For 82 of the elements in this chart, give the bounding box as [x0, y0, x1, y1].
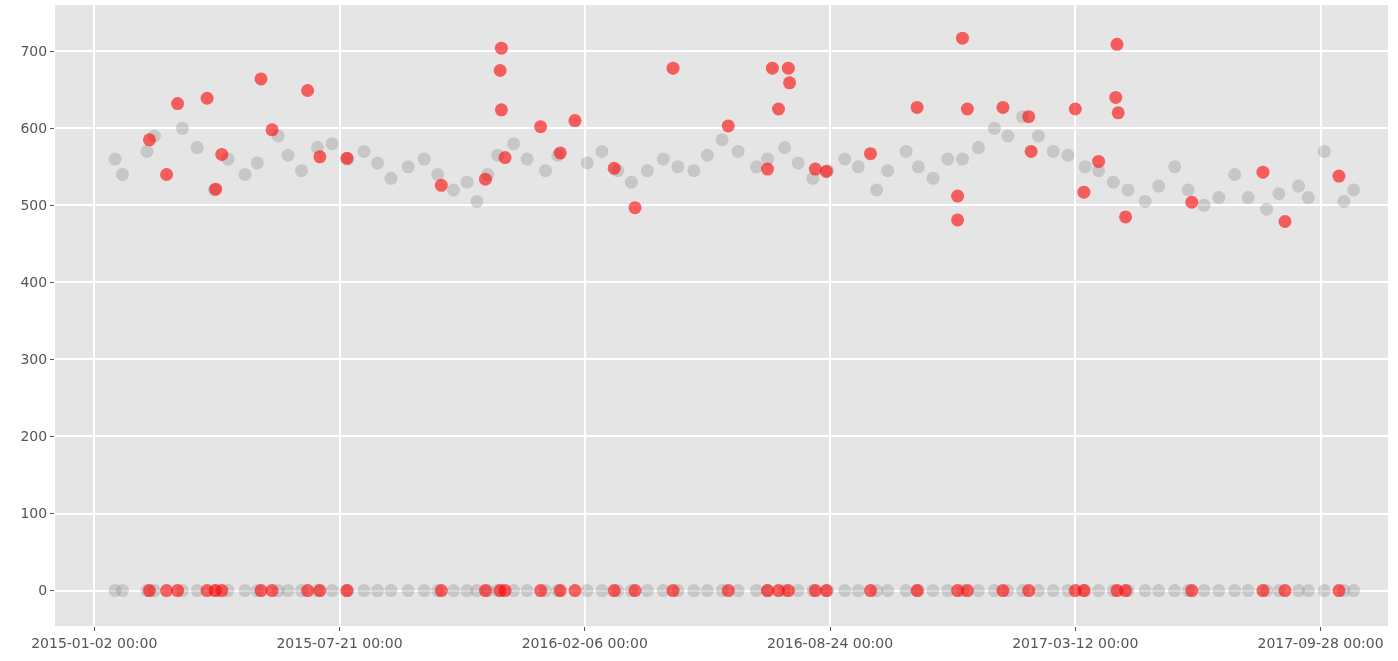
- point: [960, 584, 974, 598]
- point: [142, 133, 156, 147]
- point: [1022, 584, 1036, 598]
- x-tick-label: 2015-01-02 00:00: [31, 634, 158, 651]
- point: [1068, 102, 1082, 116]
- point: [1111, 106, 1125, 120]
- point: [1278, 215, 1292, 228]
- point: [765, 61, 779, 75]
- point: [494, 103, 508, 117]
- point: [1185, 195, 1199, 209]
- point: [265, 123, 279, 137]
- point: [568, 114, 582, 128]
- point: [864, 584, 877, 598]
- point: [864, 147, 877, 161]
- point: [721, 119, 735, 133]
- point: [960, 102, 974, 116]
- point: [498, 584, 512, 598]
- point: [1256, 165, 1270, 179]
- point: [996, 584, 1010, 598]
- y-tick-label: 700: [20, 43, 48, 60]
- point: [721, 584, 735, 598]
- point: [1332, 169, 1346, 183]
- point: [534, 584, 548, 598]
- point: [1092, 154, 1106, 168]
- point: [1256, 584, 1270, 598]
- point: [534, 120, 548, 134]
- y-tick-label: 200: [20, 428, 48, 445]
- point: [171, 97, 185, 111]
- point: [783, 76, 797, 90]
- point: [607, 161, 621, 175]
- x-tick-label: 2016-08-24 00:00: [766, 634, 894, 651]
- point: [951, 189, 965, 203]
- point: [215, 584, 229, 598]
- point: [254, 72, 268, 86]
- point: [1332, 584, 1346, 598]
- point: [1185, 584, 1199, 598]
- point: [781, 61, 795, 75]
- y-tick-label: 600: [20, 120, 48, 137]
- point: [498, 151, 512, 165]
- point: [772, 102, 786, 116]
- point: [1109, 90, 1123, 104]
- point: [1278, 584, 1292, 598]
- point: [313, 150, 327, 164]
- x-tick-label: 2017-09-28 00:00: [1257, 634, 1384, 651]
- point: [434, 178, 448, 192]
- x-tick-label: 2016-02-06 00:00: [521, 634, 648, 651]
- point: [628, 584, 642, 598]
- point: [1110, 37, 1124, 51]
- point: [568, 584, 582, 598]
- point: [910, 100, 924, 114]
- y-tick-label: 500: [20, 197, 48, 214]
- point: [666, 61, 680, 75]
- point: [265, 584, 279, 598]
- point: [628, 201, 642, 215]
- point: [1077, 185, 1091, 199]
- point: [996, 100, 1010, 114]
- point: [301, 84, 315, 98]
- point: [607, 584, 621, 598]
- point: [215, 147, 229, 161]
- point: [493, 63, 507, 77]
- x-tick-label: 2015-07-21 00:00: [276, 634, 403, 651]
- point: [1022, 110, 1036, 124]
- point: [494, 41, 508, 55]
- point: [254, 584, 268, 598]
- point: [301, 584, 315, 598]
- y-tick-label: 100: [20, 505, 48, 522]
- y-tick-label: 300: [20, 351, 48, 368]
- y-tick-label: 400: [20, 274, 48, 291]
- x-tick-label: 2017-03-12 00:00: [1012, 634, 1139, 651]
- point: [1024, 144, 1038, 158]
- point: [478, 172, 492, 186]
- point: [160, 168, 174, 181]
- point: [808, 162, 822, 176]
- point: [200, 91, 214, 105]
- point: [761, 162, 774, 176]
- point: [1119, 210, 1133, 224]
- point: [955, 31, 969, 45]
- point: [951, 213, 965, 227]
- y-tick-label: 0: [38, 582, 48, 599]
- point: [666, 584, 680, 598]
- point: [160, 584, 174, 598]
- point: [171, 584, 185, 598]
